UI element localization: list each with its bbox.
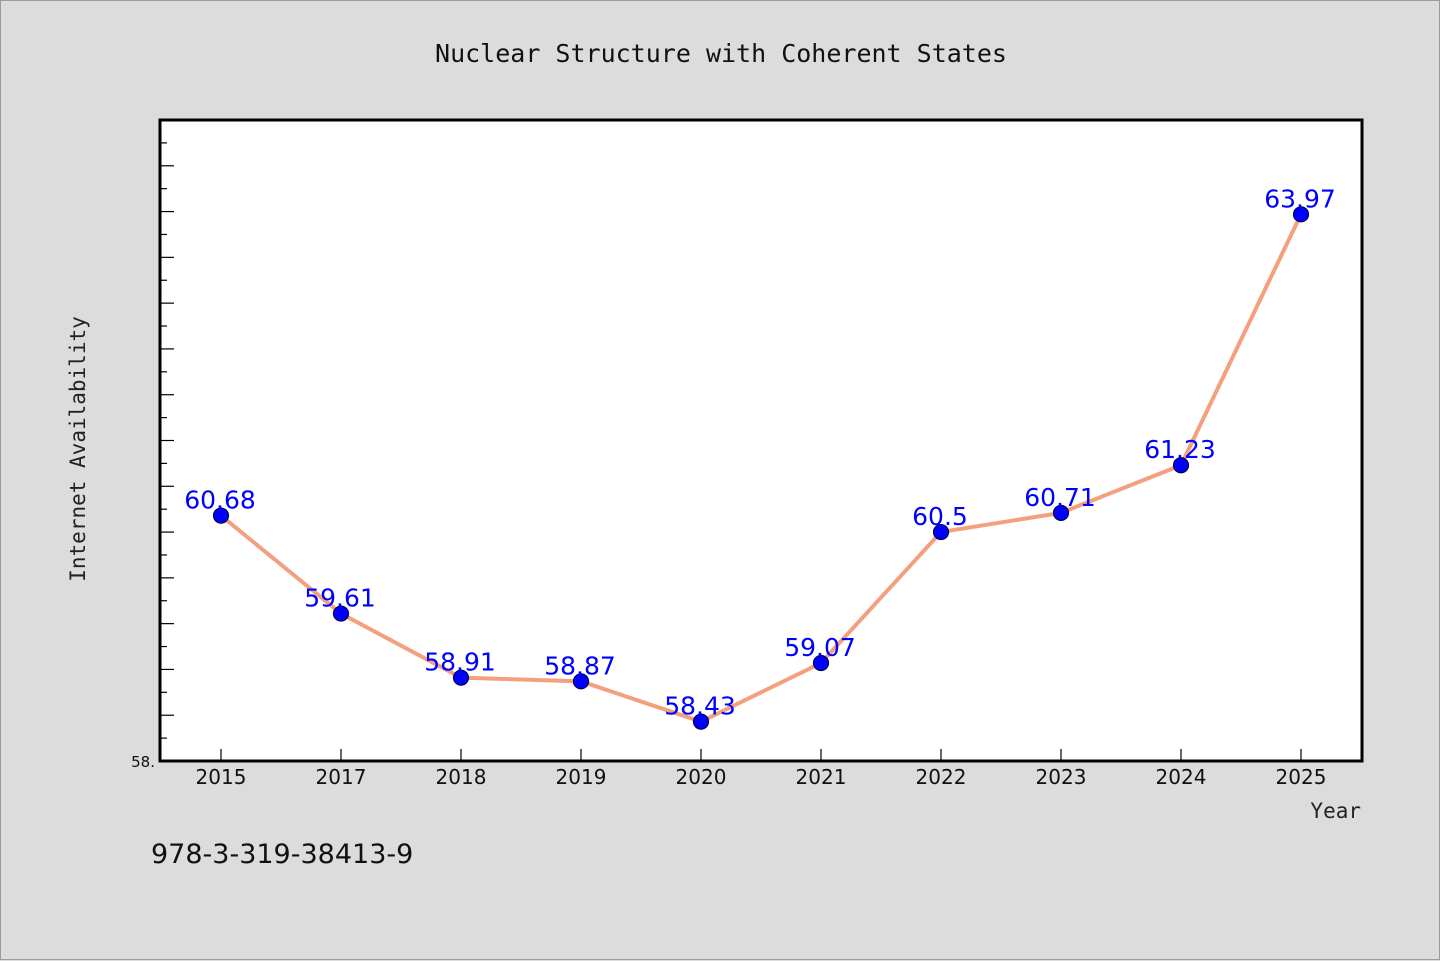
data-point — [1172, 457, 1190, 474]
x-tick-label: 2025 — [1276, 765, 1327, 789]
data-point — [1292, 206, 1310, 223]
x-tick-label: 2018 — [436, 765, 487, 789]
series-line — [219, 212, 1303, 724]
data-point — [692, 713, 710, 730]
chart-title: Nuclear Structure with Coherent States — [435, 39, 1007, 68]
x-tick-label: 2022 — [916, 765, 967, 789]
isbn-annotation: 978-3-319-38413-9 — [151, 839, 413, 870]
data-label: 60.68 — [184, 486, 256, 515]
data-label: 60.71 — [1024, 483, 1096, 512]
x-tick-label: 2024 — [1156, 765, 1207, 789]
x-axis-label: Year — [1310, 799, 1361, 823]
plot-area — [158, 118, 1364, 763]
x-tick-label: 2017 — [316, 765, 367, 789]
data-point — [812, 654, 830, 672]
data-label: 58.91 — [424, 648, 496, 677]
data-label: 61.23 — [1144, 435, 1216, 464]
x-tick-label: 2019 — [556, 765, 607, 789]
data-point — [452, 669, 470, 686]
data-label: 58.43 — [664, 692, 736, 721]
y-tick-label-min: 58. — [131, 753, 155, 771]
data-label: 60.5 — [912, 502, 968, 531]
y-axis-label: Internet Availability — [66, 316, 90, 582]
data-point — [572, 673, 590, 690]
y-axis-ticks — [160, 119, 174, 762]
x-tick-label: 2023 — [1036, 765, 1087, 789]
x-tick-label: 2021 — [796, 765, 847, 789]
series-layer: 60.68 59.61 58.91 58.87 58.43 59.07 60.5 60.71 6… — [184, 184, 1336, 730]
data-label: 58.87 — [544, 651, 616, 680]
data-point — [332, 605, 350, 622]
data-point — [932, 523, 950, 541]
x-tick-label: 2015 — [196, 765, 247, 789]
data-label: 59.61 — [304, 584, 376, 613]
data-label: 63.97 — [1264, 184, 1336, 213]
data-label: 59.07 — [784, 633, 856, 662]
data-point — [212, 507, 230, 524]
data-point — [1052, 504, 1070, 521]
x-tick-label: 2020 — [676, 765, 727, 789]
x-axis-ticks: 2015 2017 2018 2019 2020 2021 2022 2023 2024 2025 — [196, 749, 1327, 789]
